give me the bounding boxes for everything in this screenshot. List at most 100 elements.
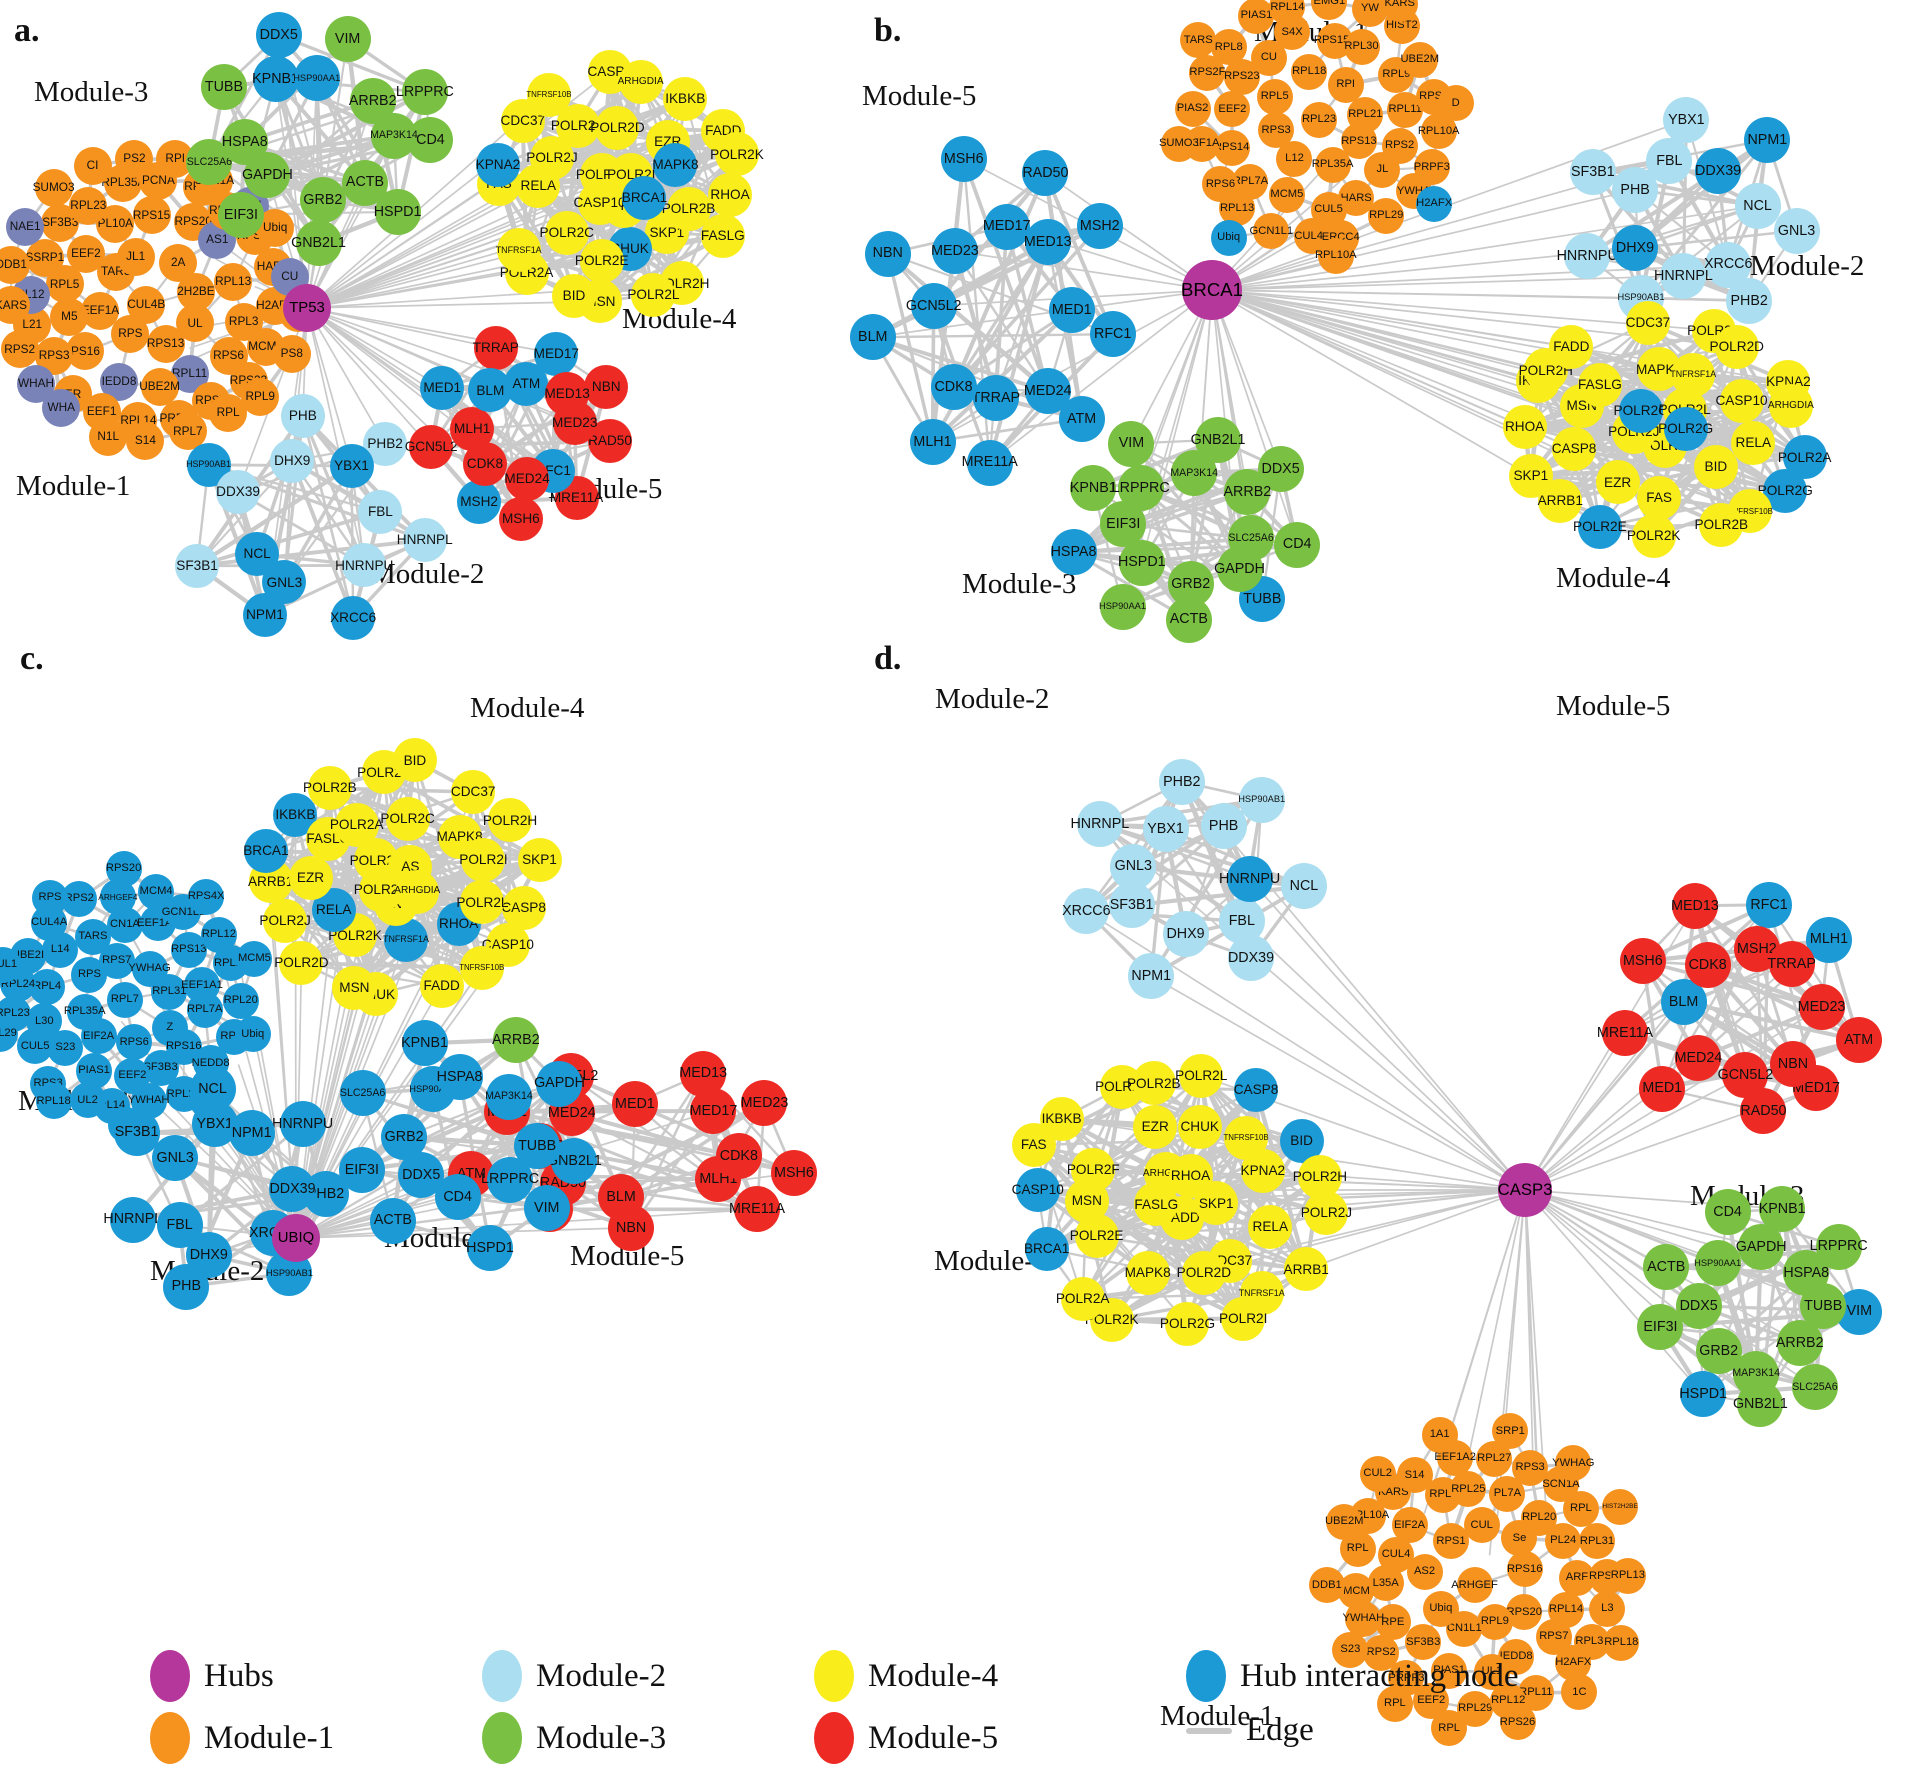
node-ybx1[interactable]: YBX1 — [329, 443, 374, 488]
node-rpl25[interactable]: RPL25 — [1450, 1471, 1487, 1508]
node-gapdh[interactable]: GAPDH — [534, 1060, 585, 1107]
node-rpl35a[interactable]: RPL35A — [1312, 146, 1353, 183]
node-gcn1l1[interactable]: GCN1L1 — [1250, 213, 1293, 250]
node-gnb2l1[interactable]: GNB2L1 — [291, 219, 346, 266]
node-bid[interactable]: BID — [392, 738, 437, 783]
node-fbl[interactable]: FBL — [1218, 898, 1265, 945]
node-rpl18[interactable]: RPL18 — [1603, 1624, 1640, 1661]
node-med23[interactable]: MED23 — [741, 1080, 788, 1127]
node-rpl13[interactable]: RPL13 — [1609, 1557, 1646, 1594]
node-fbl[interactable]: FBL — [156, 1202, 203, 1249]
node-mlh1[interactable]: MLH1 — [909, 418, 956, 465]
node-med13[interactable]: MED13 — [1671, 882, 1719, 929]
node-hist2h2be[interactable]: HIST2H2BE — [1602, 1488, 1639, 1525]
node-rps4x[interactable]: RPS4X — [188, 878, 225, 915]
node-sumo3[interactable]: SUMO3 — [33, 169, 75, 208]
hub-node-brca1[interactable]: BRCA1 — [1181, 260, 1243, 320]
node-arrb1[interactable]: ARRB1 — [1284, 1247, 1329, 1292]
node-rpl[interactable]: RPL — [1562, 1490, 1599, 1527]
node-eef2[interactable]: EEF2 — [1214, 91, 1251, 128]
node-ncl[interactable]: NCL — [1734, 182, 1781, 229]
node-polr2h[interactable]: POLR2H — [483, 798, 537, 843]
node-blm[interactable]: BLM — [849, 314, 896, 361]
node-xrcc6[interactable]: XRCC6 — [1062, 888, 1111, 935]
node-grb2[interactable]: GRB2 — [299, 177, 346, 224]
node-med17[interactable]: MED17 — [690, 1087, 737, 1134]
node-msh6[interactable]: MSH6 — [770, 1150, 817, 1197]
node-ci[interactable]: CI — [73, 146, 112, 185]
node-pias2[interactable]: PIAS2 — [1174, 90, 1211, 127]
node-hspd1[interactable]: HSPD1 — [1679, 1371, 1727, 1418]
node-eif3i[interactable]: EIF3I — [217, 191, 264, 238]
node-map3k14[interactable]: MAP3K14 — [1170, 449, 1218, 496]
node-rpl7[interactable]: RPL7 — [106, 981, 143, 1018]
node-fadd[interactable]: FADD — [419, 964, 464, 1009]
node-1a1[interactable]: 1A1 — [1421, 1416, 1458, 1453]
node-jl1[interactable]: JL1 — [116, 237, 155, 276]
node-brca1[interactable]: BRCA1 — [243, 828, 289, 873]
node-hsp90aa1[interactable]: HSP90AA1 — [1099, 583, 1146, 630]
node-sf3b1[interactable]: SF3B1 — [1569, 149, 1616, 196]
node-cdk8[interactable]: CDK8 — [715, 1133, 762, 1180]
node-ubiq[interactable]: Ubiq — [1422, 1590, 1459, 1627]
node-msh6[interactable]: MSH6 — [498, 496, 543, 541]
node-med1[interactable]: MED1 — [1048, 287, 1095, 334]
node-polr2k[interactable]: POLR2K — [1627, 514, 1681, 558]
node-polr2b[interactable]: POLR2B — [1694, 502, 1748, 547]
node-skp1[interactable]: SKP1 — [1194, 1181, 1239, 1226]
node-rela[interactable]: RELA — [1731, 420, 1776, 465]
node-hnrnpl[interactable]: HNRNPL — [397, 518, 453, 563]
node-kpnb1[interactable]: KPNB1 — [401, 1020, 448, 1067]
node-jl[interactable]: JL — [1364, 151, 1401, 188]
node-mlh1[interactable]: MLH1 — [450, 406, 495, 451]
node-cul2[interactable]: CUL2 — [1359, 1455, 1396, 1492]
node-med13[interactable]: MED13 — [1024, 218, 1072, 265]
node-map3k14[interactable]: MAP3K14 — [485, 1073, 533, 1120]
node-med1[interactable]: MED1 — [611, 1081, 658, 1128]
node-arhgdia[interactable]: ARHGDIA — [1768, 384, 1814, 429]
node-skp1[interactable]: SKP1 — [1508, 454, 1553, 499]
node-hnrnpl[interactable]: HNRNPL — [1070, 801, 1129, 848]
node-polr2b[interactable]: POLR2B — [662, 187, 715, 232]
node-mcm5[interactable]: MCM5 — [236, 940, 273, 977]
node-polr2e[interactable]: POLR2E — [1573, 504, 1627, 549]
node-arhgdia[interactable]: ARHGDIA — [618, 60, 664, 105]
node-polr2d[interactable]: POLR2D — [590, 106, 645, 151]
node-npm1[interactable]: NPM1 — [1128, 953, 1175, 1000]
node-med23[interactable]: MED23 — [931, 228, 979, 275]
node-hspa8[interactable]: HSPA8 — [436, 1054, 483, 1101]
node-ywhag[interactable]: YWHAG — [1552, 1445, 1594, 1482]
node-brca1[interactable]: BRCA1 — [1024, 1226, 1069, 1271]
node-phb[interactable]: PHB — [1200, 803, 1247, 850]
node-hnrnpu[interactable]: HNRNPU — [272, 1101, 333, 1148]
node-s14[interactable]: S14 — [1396, 1457, 1433, 1494]
node-actb[interactable]: ACTB — [342, 159, 388, 206]
node-m5[interactable]: M5 — [50, 298, 89, 337]
node-rps[interactable]: RPS — [32, 879, 68, 916]
node-cd4[interactable]: CD4 — [1274, 521, 1321, 568]
node-nbn[interactable]: NBN — [1769, 1041, 1816, 1088]
node-rpl7a[interactable]: RPL7A — [186, 991, 223, 1028]
node-mre11a[interactable]: MRE11A — [1597, 1009, 1653, 1056]
node-dhx9[interactable]: DHX9 — [270, 438, 315, 483]
node-eif3i[interactable]: EIF3I — [338, 1146, 385, 1193]
node-rad50[interactable]: RAD50 — [1022, 150, 1068, 197]
node-rpl20[interactable]: RPL20 — [222, 982, 259, 1019]
node-polr2l[interactable]: POLR2L — [456, 880, 508, 925]
node-polr2f[interactable]: POLR2F — [1067, 1148, 1120, 1193]
node-rpl10a[interactable]: RPL10A — [1315, 237, 1357, 274]
node-polr2c[interactable]: POLR2C — [1614, 389, 1668, 434]
node-slc25a6[interactable]: SLC25A6 — [339, 1070, 386, 1117]
node-polr2c[interactable]: POLR2C — [380, 797, 435, 842]
node-rpl21[interactable]: RPL21 — [1347, 97, 1384, 134]
node-rps15[interactable]: RPS15 — [132, 196, 171, 235]
node-med1[interactable]: MED1 — [420, 365, 465, 410]
node-nbn[interactable]: NBN — [584, 364, 629, 409]
node-cd4[interactable]: CD4 — [1704, 1189, 1751, 1236]
node-s14[interactable]: S14 — [126, 422, 165, 461]
node-med17[interactable]: MED17 — [983, 203, 1031, 250]
node-rps20[interactable]: RPS20 — [105, 850, 142, 887]
node-casp8[interactable]: CASP8 — [1552, 427, 1596, 472]
node-tubb[interactable]: TUBB — [514, 1122, 561, 1169]
node-atm[interactable]: ATM — [1835, 1017, 1882, 1064]
